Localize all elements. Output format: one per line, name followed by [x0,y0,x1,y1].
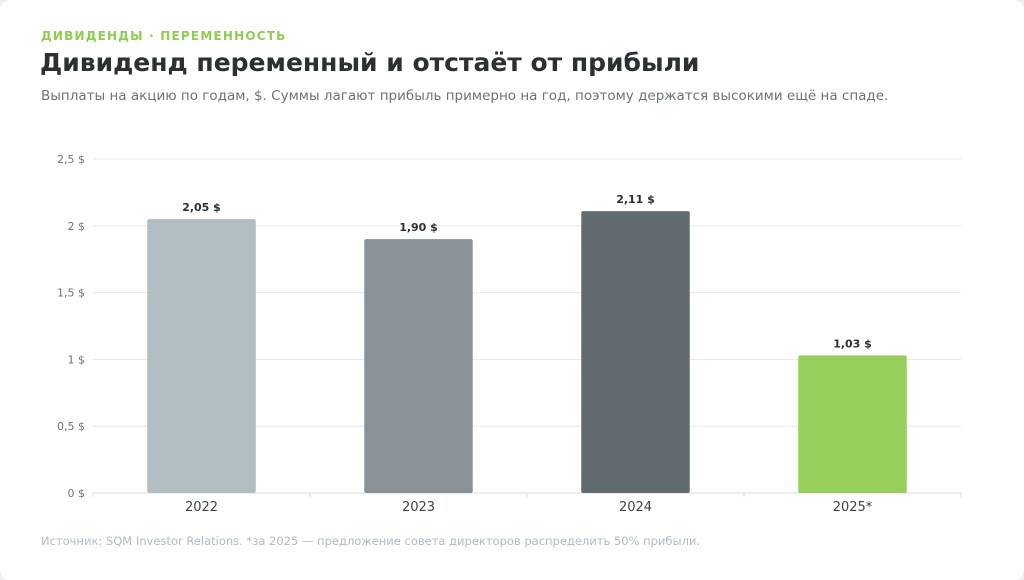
bar-value-label: 1,03 $ [833,337,872,350]
x-axis-ticks: 2022 2023 2024 2025* [185,500,873,515]
eyebrow-label: ДИВИДЕНДЫ · ПЕРЕМЕННОСТЬ [41,29,287,43]
bar-value-label: 1,90 $ [399,221,438,234]
bar-2024 [581,211,690,493]
bars [147,211,907,493]
data-labels: 2,05 $ 1,90 $ 2,11 $ 1,03 $ [182,193,872,350]
x-tick-label: 2022 [185,500,218,515]
y-tick-label: 1,5 $ [57,287,85,300]
chart-title: Дивиденд переменный и отстаёт от прибыли [40,48,700,77]
bar-value-label: 2,11 $ [616,193,655,206]
y-tick-label: 2,5 $ [57,153,85,166]
y-tick-label: 1 $ [68,353,86,366]
bar-value-label: 2,05 $ [182,201,221,214]
y-tick-label: 0,5 $ [57,420,85,433]
y-tick-label: 2 $ [68,220,86,233]
chart-subtitle: Выплаты на акцию по годам, $. Суммы лага… [41,88,889,104]
bar-2023 [364,239,473,493]
source-note: Источник: SQM Investor Relations. *за 20… [41,534,701,548]
bar-2025 [798,355,907,493]
x-tick-label: 2025* [833,500,873,515]
y-tick-label: 0 $ [68,487,86,500]
x-tick-label: 2023 [402,500,435,515]
y-axis-ticks: 0 $ 0,5 $ 1 $ 1,5 $ 2 $ 2,5 $ [57,153,85,500]
bar-2022 [147,219,256,493]
x-tick-label: 2024 [619,500,652,515]
